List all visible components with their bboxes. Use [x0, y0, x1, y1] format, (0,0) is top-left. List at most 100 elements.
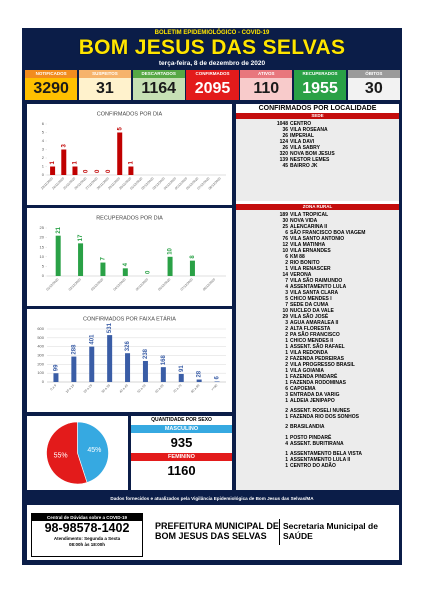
locality-count: 3 — [285, 392, 288, 398]
locality-name: CENTRO DO ADÃO — [290, 462, 336, 469]
male-value: 935 — [170, 435, 193, 450]
sede-list: 1048 CENTRO 36 VILA ROSEANA 26 IMPERIAL 124 VIL… — [236, 119, 399, 201]
stat-label: NOTIFICADOS — [25, 70, 78, 78]
sex-title: QUANTIDADE POR SEXO — [151, 417, 212, 423]
locality-count: 76 — [282, 236, 288, 242]
y-tick-label: 6 — [42, 121, 45, 126]
locality-name: ASSENT. BURITIRANA — [290, 440, 344, 447]
locality-count: 3 — [285, 320, 288, 326]
y-tick-label: 10 — [40, 254, 45, 259]
locality-count: 2 — [285, 408, 288, 415]
locality-name: AGUA AMARALEA II — [290, 320, 339, 326]
locality-name: CHICO MENDES II — [290, 338, 334, 344]
locality-row: 7 SEDE DA CUMA — [236, 302, 399, 308]
locality-row: 1 CENTRO DO ADÃO — [236, 463, 399, 469]
y-tick-label: 20 — [40, 235, 45, 240]
data-label: 0 — [84, 169, 90, 173]
data-label: 21 — [56, 226, 62, 233]
locality-row: 12 VILA MATINHA — [236, 242, 399, 248]
locality-group: 1 ASSENTAMENTO BELA VISTA 1 ASSENTAMENTO LU… — [236, 451, 399, 469]
bar — [142, 360, 148, 382]
help-box: Central de Dúvidas sobre a COVID-19 98-9… — [31, 513, 143, 557]
locality-name: CHICO MENDES I — [290, 296, 332, 302]
stat-label: ÓBITOS — [347, 70, 400, 78]
help-title: Central de Dúvidas sobre a COVID-19 — [32, 514, 142, 521]
x-tick-label: 03/12/2020 — [90, 277, 104, 291]
data-label: 3 — [61, 144, 67, 148]
bar — [71, 356, 77, 382]
locality-name: VILA MATINHA — [290, 242, 326, 248]
locality-count: 139 — [279, 157, 288, 163]
y-tick-label: 200 — [37, 361, 44, 366]
stat-label: CONFIRMADOS — [186, 70, 239, 78]
locality-count: 1 — [285, 344, 288, 350]
stat-label: ATIVOS — [240, 70, 293, 78]
footer: Central de Dúvidas sobre a COVID-19 98-9… — [27, 505, 399, 560]
y-tick-label: 100 — [37, 370, 44, 375]
locality-name: NOVA BOM JESUS — [290, 151, 335, 157]
locality-name: ASSENTAMENTO LULA II — [290, 456, 351, 463]
locality-row: 1 VILA GOIANIA — [236, 368, 399, 374]
data-label: 168 — [161, 354, 167, 365]
locality-group: 1 POSTO PINDARÉ 4 ASSENT. BURITIRANA — [236, 435, 399, 447]
stat-label: RECUPERADOS — [293, 70, 347, 78]
locality-name: VILA SABRY — [290, 145, 320, 151]
locality-name: VILA TROPICAL — [290, 212, 329, 218]
locality-row: 6 SÃO FRANCISCO BOA VIAGEM — [236, 230, 399, 236]
locality-name: VILA SÃO RAIMUNDO — [290, 278, 343, 284]
locality-name: NUCLEO DA VALE — [290, 308, 334, 314]
locality-name: VILA RENASCER — [290, 266, 331, 272]
locality-count: 2 — [285, 260, 288, 266]
stat-box: ATIVOS 110 — [240, 70, 293, 100]
locality-row: 26 IMPERIAL — [236, 133, 399, 139]
data-label: 8 — [190, 255, 196, 259]
locality-row: 10 VILA ERNANDES — [236, 248, 399, 254]
x-tick-label: 08/12/2020 — [208, 176, 222, 190]
locality-count: 25 — [282, 224, 288, 230]
locality-count: 1 — [285, 266, 288, 272]
data-label: 0 — [95, 169, 101, 173]
locality-count: 2 — [285, 356, 288, 362]
x-tick-label: 70 a 79 — [172, 383, 183, 394]
locality-count: 14 — [282, 272, 288, 278]
locality-row: 26 VILA SABRY — [236, 145, 399, 151]
x-tick-label: 40 a 49 — [119, 383, 130, 394]
locality-name: FAZENDA PINDARÉ — [290, 374, 338, 380]
locality-count: 12 — [282, 242, 288, 248]
locality-row: 3 ENTRADA DA VARIG — [236, 392, 399, 398]
stat-value: 30 — [347, 78, 400, 100]
data-label: 1 — [50, 161, 56, 165]
locality-row: 1 VILA REDONDA — [236, 350, 399, 356]
locality-count: 2 — [285, 424, 288, 431]
locality-count: 1 — [285, 338, 288, 344]
locality-count: 6 — [285, 386, 288, 392]
bar — [189, 260, 195, 276]
bar — [72, 166, 78, 175]
pref-1: PREFEITURA MUNICIPAL DE — [155, 521, 279, 531]
locality-count: 45 — [282, 163, 288, 169]
locality-count: 1 — [285, 450, 288, 457]
locality-count: 10 — [282, 248, 288, 254]
locality-row: 4 ASSENTAMENTO LULA — [236, 284, 399, 290]
pie-slice — [46, 421, 88, 485]
data-label: 531 — [107, 322, 113, 333]
locality-row: 2 FAZENDA PEDREIRAS — [236, 356, 399, 362]
bar — [196, 379, 202, 382]
stat-value: 2095 — [186, 78, 239, 100]
locality-row: 1 POSTO PINDARÉ — [236, 435, 399, 441]
x-tick-label: 08/12/2020 — [202, 277, 216, 291]
locality-name: POSTO PINDARÉ — [290, 434, 332, 441]
data-label: 91 — [179, 365, 185, 372]
locality-name: BRASILANDIA — [290, 424, 325, 431]
y-tick-label: 400 — [37, 344, 44, 349]
locality-name: NESTOR LEMES — [290, 157, 330, 163]
bar — [61, 149, 67, 175]
x-tick-label: 05/12/2020 — [135, 277, 149, 291]
bar — [55, 235, 61, 276]
data-label: 5 — [117, 127, 123, 131]
locality-name: ASSENTAMENTO BELA VISTA — [290, 450, 363, 457]
locality-row: 1048 CENTRO — [236, 121, 399, 127]
bar — [89, 346, 95, 382]
localities: CONFIRMADOS POR LOCALIDADE SEDE 1048 CENTRO… — [236, 104, 399, 490]
